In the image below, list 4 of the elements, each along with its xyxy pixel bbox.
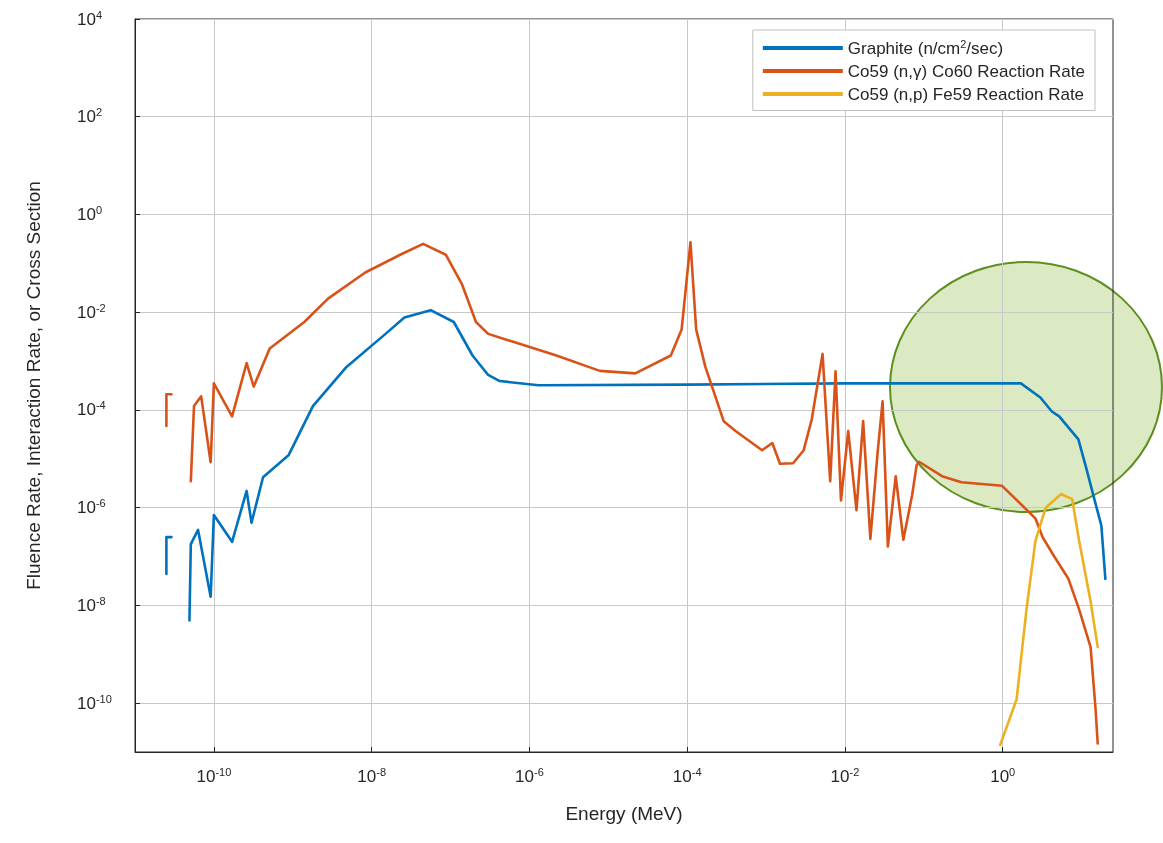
legend-label: Co59 (n,p) Fe59 Reaction Rate bbox=[847, 84, 1085, 104]
legend-label: Co59 (n,γ) Co60 Reaction Rate bbox=[847, 61, 1086, 81]
y-axis-title: Fluence Rate, Interaction Rate, or Cross Section bbox=[23, 181, 44, 590]
x-axis-title: Energy (MeV) bbox=[565, 803, 683, 824]
